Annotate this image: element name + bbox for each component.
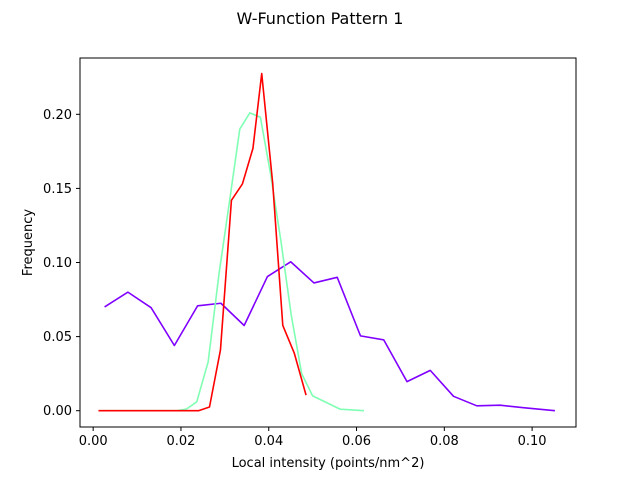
x-tick-label: 0.02 — [166, 434, 195, 449]
y-tick-label: 0.00 — [43, 404, 72, 419]
x-tick-label: 0.06 — [342, 434, 371, 449]
series-line-3 — [98, 72, 307, 412]
y-axis-label: Frequency — [21, 209, 36, 276]
y-tick-label: 0.05 — [43, 330, 72, 345]
series-layer — [98, 72, 556, 412]
y-tick-label: 0.20 — [43, 108, 72, 123]
series-line-1 — [104, 260, 556, 412]
x-axis-ticks: 0.00 0.02 0.04 0.06 0.08 0.10 — [79, 427, 547, 449]
chart-title: W-Function Pattern 1 — [237, 9, 404, 28]
x-tick-label: 0.10 — [518, 434, 547, 449]
x-tick-label: 0.04 — [254, 434, 283, 449]
y-tick-label: 0.10 — [43, 256, 72, 271]
x-tick-label: 0.08 — [430, 434, 459, 449]
x-axis-label: Local intensity (points/nm^2) — [232, 456, 425, 471]
y-axis-ticks: 0.00 0.05 0.10 0.15 0.20 — [43, 108, 80, 419]
y-tick-label: 0.15 — [43, 182, 72, 197]
plot-area-frame — [79, 57, 577, 428]
x-tick-label: 0.00 — [79, 434, 108, 449]
